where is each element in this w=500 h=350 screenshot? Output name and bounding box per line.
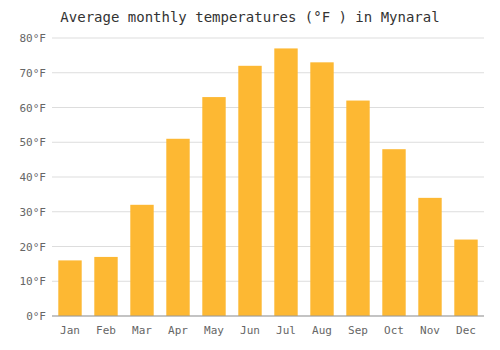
x-axis: Jan Feb Mar Apr May Jun Jul Aug Sep Oct Nov Dec <box>60 324 476 337</box>
x-tick-label: Mar <box>132 324 152 337</box>
bar <box>166 139 189 316</box>
bar <box>202 97 225 316</box>
y-tick-label: 70°F <box>20 67 47 80</box>
y-grid <box>52 38 484 316</box>
bar <box>238 66 261 316</box>
x-tick-label: Jul <box>276 324 296 337</box>
y-tick-label: 0°F <box>26 310 46 323</box>
y-tick-label: 60°F <box>20 102 47 115</box>
bar <box>310 62 333 316</box>
x-tick-label: Jan <box>60 324 80 337</box>
grid-line <box>52 316 484 317</box>
y-axis: 0°F 10°F 20°F 30°F 40°F 50°F 60°F 70°F 80°F <box>20 32 47 323</box>
x-axis-line <box>52 316 484 317</box>
x-tick-label: Aug <box>312 324 332 337</box>
bar <box>130 205 153 316</box>
y-tick-label: 10°F <box>20 275 47 288</box>
bars <box>58 48 477 316</box>
grid-line <box>52 72 484 73</box>
chart-svg: Average monthly temperatures (°F ) in My… <box>0 0 500 350</box>
chart-container: Average monthly temperatures (°F ) in My… <box>0 0 500 350</box>
x-tick-label: Oct <box>384 324 404 337</box>
x-tick-label: May <box>204 324 224 337</box>
y-tick-label: 20°F <box>20 241 47 254</box>
grid-line <box>52 38 484 39</box>
title: Average monthly temperatures (°F ) in My… <box>60 9 439 25</box>
x-tick-label: Jun <box>240 324 260 337</box>
x-tick-label: Dec <box>456 324 476 337</box>
x-tick-label: Nov <box>420 324 440 337</box>
x-tick-label: Apr <box>168 324 188 337</box>
grid-line <box>52 142 484 143</box>
grid-line <box>52 107 484 108</box>
bar <box>94 257 117 316</box>
y-tick-label: 50°F <box>20 136 47 149</box>
bar <box>382 149 405 316</box>
y-tick-label: 80°F <box>20 32 47 45</box>
y-tick-label: 30°F <box>20 206 47 219</box>
y-tick-label: 40°F <box>20 171 47 184</box>
bar <box>454 240 477 316</box>
bar <box>418 198 441 316</box>
bar <box>58 260 81 316</box>
grid-line <box>52 177 484 178</box>
bar <box>274 48 297 316</box>
x-tick-label: Feb <box>96 324 116 337</box>
bar <box>346 101 369 316</box>
x-tick-label: Sep <box>348 324 368 337</box>
